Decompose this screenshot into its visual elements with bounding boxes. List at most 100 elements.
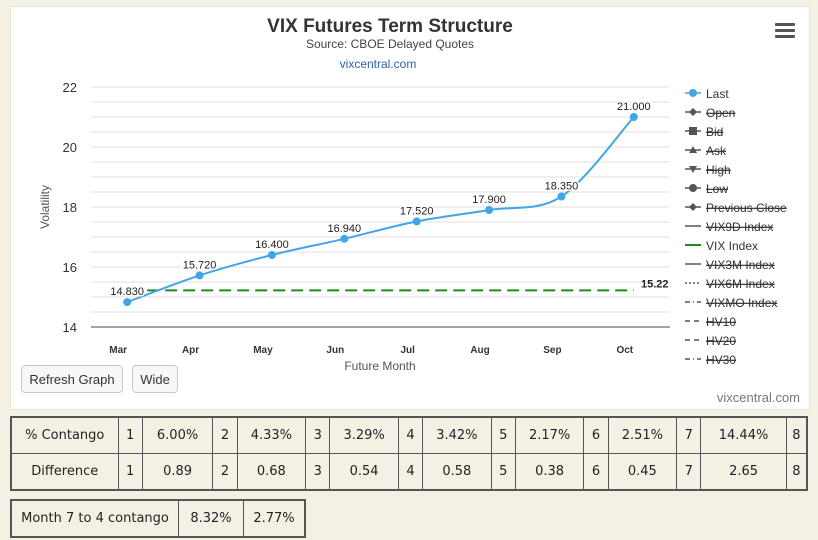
month-index-cell: 7: [676, 416, 702, 454]
month7-to-4-label: Month 7 to 4 contango: [10, 499, 179, 538]
last-point: [412, 217, 421, 226]
data-label: 21.000: [617, 101, 651, 113]
y-tick-label: 14: [63, 320, 77, 335]
legend-item[interactable]: HV10: [706, 315, 736, 329]
x-tick-label: Mar: [109, 345, 127, 356]
last-point: [485, 206, 494, 214]
month-index-cell: 2: [212, 453, 238, 491]
contango-table: % Contango 1 6.00% 2 4.33% 3 3.29% 4 3.42% 5 2.17%…: [10, 416, 808, 491]
legend-marker: [689, 127, 697, 135]
month-index-cell: 6: [583, 453, 609, 491]
legend-item[interactable]: Bid: [706, 125, 723, 139]
x-tick-label: Jul: [400, 345, 415, 356]
legend-item[interactable]: VIX9D Index: [706, 220, 773, 234]
value-cell: 0.68: [236, 453, 307, 491]
month-index-cell: 4: [397, 416, 424, 454]
value-cell: 2.65: [700, 453, 787, 491]
month-index-cell: 8: [785, 453, 808, 491]
table-row: Difference 1 0.89 2 0.68 3 0.54 4 0.58 5 0.38 6 0.45…: [10, 453, 808, 491]
last-point: [195, 271, 204, 280]
x-tick-label: Aug: [470, 345, 489, 356]
legend-item[interactable]: HV20: [706, 334, 736, 348]
legend-marker: [689, 203, 697, 211]
legend-marker: [689, 108, 697, 116]
month-index-cell: 4: [397, 453, 424, 491]
table-row: % Contango 1 6.00% 2 4.33% 3 3.29% 4 3.42% 5 2.17%…: [10, 416, 808, 454]
month-index-cell: 5: [490, 453, 516, 491]
x-tick-label: May: [253, 345, 273, 356]
refresh-graph-button[interactable]: Refresh Graph: [21, 365, 123, 393]
chart-link[interactable]: vixcentral.com: [340, 57, 417, 71]
legend-item[interactable]: HV30: [706, 353, 736, 367]
value-cell: 14.44%: [700, 416, 787, 454]
x-tick-label: Jun: [326, 345, 344, 356]
month-index-cell: 8: [785, 416, 808, 454]
value-cell: 6.00%: [141, 416, 214, 454]
data-label: 15.720: [183, 259, 217, 271]
legend-item[interactable]: Previous Close: [706, 201, 787, 215]
data-label: 18.350: [545, 181, 579, 193]
legend-marker: [689, 146, 697, 153]
month7-to-4-table: Month 7 to 4 contango 8.32% 2.77%: [10, 499, 306, 538]
legend-item[interactable]: High: [706, 163, 731, 177]
data-label: 16.940: [327, 223, 361, 235]
month-index-cell: 1: [117, 453, 143, 491]
value-cell: 2.17%: [514, 416, 585, 454]
chart-credit: vixcentral.com: [717, 390, 800, 405]
value-cell: 3.42%: [422, 416, 492, 454]
legend-item[interactable]: VIXMO Index: [706, 296, 777, 310]
legend-item[interactable]: Ask: [706, 144, 727, 158]
x-tick-label: Sep: [543, 345, 561, 356]
y-tick-label: 16: [63, 260, 77, 275]
row-label: % Contango: [10, 416, 119, 454]
legend-marker: [689, 184, 697, 192]
month-index-cell: 1: [117, 416, 143, 454]
vix-index-label: 15.22: [641, 278, 669, 290]
y-tick-label: 20: [63, 140, 77, 155]
legend-item[interactable]: VIX Index: [706, 239, 758, 253]
chart-subtitle: Source: CBOE Delayed Quotes: [306, 37, 474, 51]
month7-to-4-value: 8.32%: [178, 499, 244, 538]
value-cell: 0.54: [329, 453, 399, 491]
month-index-cell: 5: [490, 416, 516, 454]
y-axis-label: Volatility: [38, 185, 52, 229]
value-cell: 0.89: [141, 453, 214, 491]
legend-item[interactable]: Open: [706, 106, 735, 120]
chart-menu-icon[interactable]: [775, 23, 795, 39]
x-axis-label: Future Month: [344, 359, 415, 373]
y-tick-label: 18: [63, 200, 77, 215]
row-label: Difference: [10, 453, 119, 491]
legend-item[interactable]: VIX6M Index: [706, 277, 775, 291]
data-label: 16.400: [255, 239, 289, 251]
legend-marker: [689, 89, 697, 97]
data-label: 14.830: [110, 286, 144, 298]
wide-button[interactable]: Wide: [132, 365, 178, 393]
legend-item[interactable]: Low: [706, 182, 728, 196]
value-cell: 3.29%: [329, 416, 399, 454]
data-label: 17.520: [400, 205, 434, 217]
last-point: [267, 251, 276, 259]
data-label: 17.900: [472, 194, 506, 206]
month-index-cell: 2: [212, 416, 238, 454]
month7-to-4-value: 2.77%: [243, 499, 306, 538]
value-cell: 0.58: [422, 453, 492, 491]
month-index-cell: 3: [305, 416, 331, 454]
legend-item[interactable]: VIX3M Index: [706, 258, 775, 272]
last-point: [123, 298, 132, 307]
y-tick-label: 22: [63, 80, 77, 95]
month-index-cell: 3: [305, 453, 331, 491]
value-cell: 2.51%: [607, 416, 678, 454]
value-cell: 0.45: [607, 453, 678, 491]
value-cell: 0.38: [514, 453, 585, 491]
last-point: [340, 234, 349, 243]
month-index-cell: 7: [676, 453, 702, 491]
x-tick-label: Apr: [182, 345, 199, 356]
x-tick-label: Oct: [616, 345, 633, 356]
legend-item[interactable]: Last: [706, 87, 729, 101]
month-index-cell: 6: [583, 416, 609, 454]
value-cell: 4.33%: [236, 416, 307, 454]
last-point: [557, 192, 566, 201]
chart-title: VIX Futures Term Structure: [267, 16, 513, 37]
last-point: [629, 113, 638, 121]
